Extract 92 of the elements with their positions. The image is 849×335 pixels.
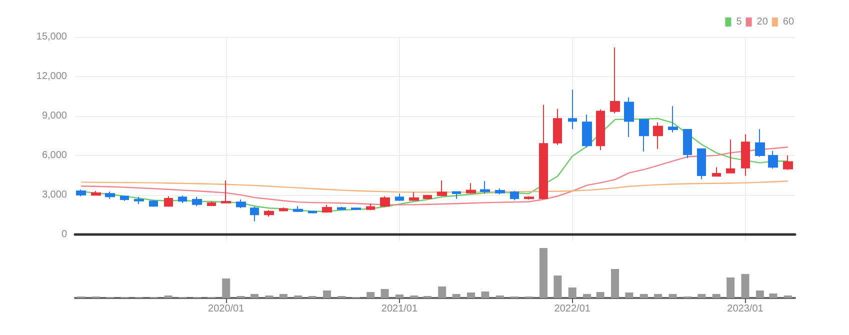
candlestick [351, 206, 361, 211]
candlestick [91, 190, 101, 196]
y-tick-label: 15,000 [36, 32, 68, 42]
candlestick [783, 154, 793, 170]
bar [611, 269, 619, 298]
candlestick [322, 204, 332, 214]
candlestick [134, 196, 144, 205]
candlestick [510, 190, 519, 201]
candlestick [164, 196, 173, 208]
bar [756, 290, 764, 298]
candlestick [452, 191, 461, 200]
bar [698, 294, 706, 298]
candlestick [755, 128, 765, 158]
y-tick-label: 6,000 [42, 150, 68, 161]
candlestick [624, 97, 634, 138]
line-series [80, 146, 788, 206]
candlestick [380, 196, 390, 208]
candlestick [668, 106, 678, 133]
candlestick [553, 108, 562, 146]
bar [222, 278, 230, 298]
bar [712, 294, 720, 298]
candlestick [466, 182, 476, 194]
x-tick-label: 2020/01 [208, 304, 245, 314]
candlestick [495, 188, 505, 195]
candlestick [524, 196, 534, 200]
bar [568, 288, 576, 298]
candlestick [596, 108, 605, 151]
candlestick [639, 119, 649, 152]
candlestick [741, 134, 750, 176]
bar [366, 292, 375, 298]
x-tick-label: 2021/01 [381, 304, 418, 314]
candlestick [437, 180, 447, 197]
bar [395, 294, 404, 298]
x-tick-label: 2023/01 [727, 304, 764, 314]
candlestick [279, 206, 288, 212]
bar [250, 294, 259, 298]
bar [583, 294, 592, 298]
candlestick [76, 189, 86, 197]
x-tick-label: 2022/01 [554, 304, 591, 314]
bar [323, 290, 331, 298]
candlestick [768, 150, 778, 170]
bar [279, 294, 288, 298]
y-tick-label: 3,000 [42, 189, 68, 200]
candlestick [726, 139, 735, 174]
bar [467, 292, 475, 298]
candlestick [697, 148, 706, 180]
candlestick [308, 210, 317, 214]
candlestick [120, 195, 129, 202]
candlestick [395, 193, 404, 202]
bar [452, 294, 460, 298]
bar [596, 292, 604, 298]
candlestick [149, 200, 158, 208]
candlestick [568, 89, 577, 130]
bar [741, 274, 750, 298]
candlestick [192, 196, 202, 207]
candlestick [582, 114, 592, 148]
bar [438, 286, 446, 298]
candlestick [409, 192, 419, 202]
candlestick [653, 122, 663, 150]
bar [769, 294, 778, 298]
candlestick [712, 166, 721, 178]
bar [554, 276, 562, 298]
candlestick [480, 180, 490, 194]
bar [640, 294, 648, 298]
candlestick [207, 201, 216, 207]
candlestick [264, 210, 274, 218]
y-tick-label: 12,000 [36, 70, 68, 82]
candlestick [423, 194, 432, 200]
legend-label: 20 [756, 16, 768, 28]
legend-label: 60 [782, 16, 794, 28]
bar [481, 292, 490, 298]
candlestick [236, 199, 246, 209]
y-tick-label: 9,000 [42, 110, 68, 122]
candlestick [178, 195, 187, 204]
candlestick [250, 206, 259, 222]
bar [654, 294, 662, 298]
candlestick [683, 129, 692, 159]
y-tick-label: 0 [61, 228, 68, 240]
bar [668, 294, 677, 298]
bar [625, 292, 634, 298]
bar [380, 289, 389, 298]
candlestick [610, 47, 620, 114]
candlestick [366, 202, 375, 211]
line-series [80, 180, 788, 193]
candlestick [337, 206, 346, 211]
candlestick [293, 206, 303, 213]
legend-label: 5 [736, 16, 742, 28]
bar [726, 278, 735, 298]
candlestick [539, 104, 548, 200]
bar [539, 248, 548, 298]
candlestick [105, 191, 115, 200]
candlestick [221, 180, 231, 204]
